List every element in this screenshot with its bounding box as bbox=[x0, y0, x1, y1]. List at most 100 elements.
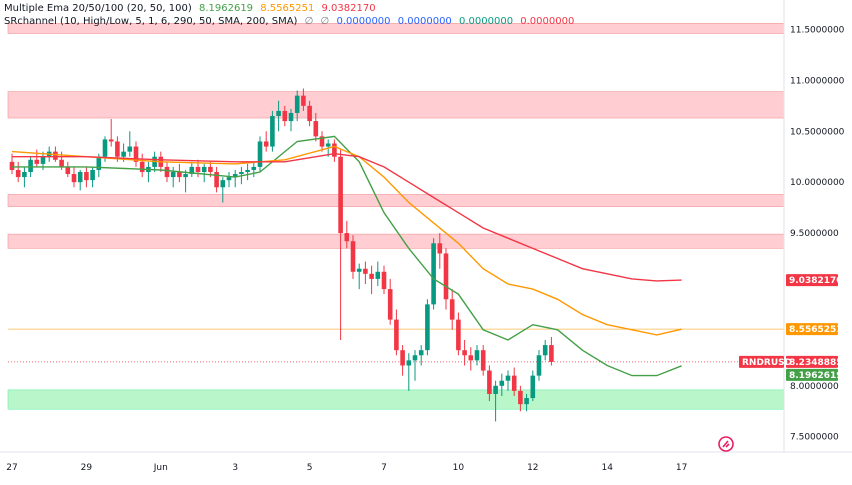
candle-body bbox=[214, 172, 219, 188]
candle-body bbox=[170, 172, 176, 178]
zone-resistance-1 bbox=[7, 91, 785, 119]
x-tick-label: 3 bbox=[232, 463, 238, 473]
y-tick-label: 8.0000000 bbox=[790, 382, 839, 392]
x-tick-label: 12 bbox=[527, 463, 538, 473]
price-tag-label: 9.0382170 bbox=[789, 276, 843, 286]
candle-body bbox=[276, 110, 281, 116]
x-tick-label: 14 bbox=[601, 463, 613, 473]
candle-body bbox=[505, 375, 511, 381]
candle-body bbox=[245, 169, 250, 172]
candle-body bbox=[375, 271, 381, 279]
candle-body bbox=[387, 289, 393, 320]
candle-body bbox=[338, 156, 343, 234]
ema-legend-title: Multiple Ema 20/50/100 (20, 50, 100) bbox=[4, 3, 192, 14]
candle-body bbox=[263, 141, 269, 147]
candle-body bbox=[456, 319, 461, 351]
y-tick-label: 7.5000000 bbox=[790, 433, 839, 443]
y-tick-label: 11.5000000 bbox=[790, 25, 845, 35]
candle-body bbox=[462, 350, 467, 356]
y-tick-label: 9.5000000 bbox=[790, 229, 839, 239]
line-ema-100 bbox=[12, 152, 682, 282]
x-tick-label: Jun bbox=[153, 463, 168, 473]
time-axis[interactable]: 27 29 Jun 3 5 7 10 12 14 17 bbox=[0, 451, 852, 473]
candle-body bbox=[369, 273, 374, 279]
candle-body bbox=[530, 375, 536, 399]
candle-body bbox=[59, 159, 64, 167]
candle-body bbox=[22, 172, 27, 178]
candle-body bbox=[412, 355, 418, 361]
candle-body bbox=[226, 177, 232, 181]
sr-value-2: 0.0000000 bbox=[397, 16, 452, 27]
candle-body bbox=[294, 95, 300, 113]
price-axis[interactable]: 11.5000000 11.0000000 10.5000000 10.0000000… bbox=[783, 0, 845, 452]
candle-body bbox=[332, 143, 337, 157]
candle-body bbox=[282, 110, 288, 122]
x-tick-label: 17 bbox=[676, 463, 687, 473]
candle-body bbox=[53, 151, 58, 160]
tradingview-logo-icon bbox=[718, 436, 734, 452]
srchannel-legend[interactable]: SRchannel (10, High/Low, 5, 1, 6, 290, 5… bbox=[4, 16, 578, 27]
price-tag-label: 8.5565251 bbox=[789, 325, 843, 335]
candle-body bbox=[71, 174, 77, 183]
candle-body bbox=[449, 299, 455, 320]
candle-body bbox=[9, 161, 15, 170]
ema100-value: 9.0382170 bbox=[321, 3, 376, 14]
candle-body bbox=[251, 166, 257, 170]
candle-body bbox=[325, 143, 331, 147]
candle-body bbox=[239, 172, 244, 175]
price-tag-label: 8.2348885 bbox=[789, 358, 843, 368]
candle-body bbox=[127, 146, 133, 152]
candle-body bbox=[418, 350, 424, 356]
x-tick-label: 27 bbox=[6, 463, 17, 473]
candle-body bbox=[542, 345, 548, 356]
candle-body bbox=[350, 241, 356, 272]
candle-body bbox=[77, 172, 83, 183]
sr-symbol-2: ∅ bbox=[320, 16, 330, 27]
candle-body bbox=[549, 345, 554, 362]
candle-body bbox=[84, 172, 89, 181]
candle-body bbox=[400, 350, 405, 366]
zone-resistance-3 bbox=[7, 233, 785, 249]
candle-body bbox=[65, 166, 71, 175]
symbol-tag-label: RNDRUSD bbox=[742, 358, 792, 368]
candle-body bbox=[307, 105, 312, 122]
candle-body bbox=[220, 180, 226, 188]
sr-legend-title: SRchannel (10, High/Low, 5, 1, 6, 290, 5… bbox=[4, 16, 298, 27]
zone-resistance-2 bbox=[7, 194, 785, 207]
candle-body bbox=[28, 159, 33, 172]
candle-body bbox=[270, 116, 275, 147]
ema-legend[interactable]: Multiple Ema 20/50/100 (20, 50, 100) 8.1… bbox=[4, 3, 380, 14]
ema50-value: 8.5565251 bbox=[260, 3, 315, 14]
candle-body bbox=[480, 350, 486, 371]
sr-symbol-1: ∅ bbox=[304, 16, 314, 27]
x-tick-label: 7 bbox=[381, 463, 387, 473]
y-tick-label: 11.0000000 bbox=[790, 76, 845, 86]
sr-value-3: 0.0000000 bbox=[458, 16, 514, 27]
candle-body bbox=[511, 375, 517, 391]
ema20-value: 8.1962619 bbox=[198, 3, 254, 14]
candle-body bbox=[437, 243, 443, 254]
x-tick-label: 29 bbox=[81, 463, 93, 473]
candle-body bbox=[34, 159, 40, 164]
candle-body bbox=[257, 141, 263, 167]
candle-body bbox=[394, 319, 399, 351]
candle-body bbox=[189, 166, 195, 175]
candle-body bbox=[301, 95, 306, 106]
candle-body bbox=[443, 253, 449, 300]
candle-body bbox=[487, 370, 492, 394]
price-tag-2 bbox=[786, 355, 838, 368]
candle-body bbox=[356, 268, 362, 272]
symbol-tag bbox=[739, 355, 784, 368]
line-ema-50 bbox=[11, 145, 682, 336]
candle-body bbox=[363, 268, 368, 274]
candle-body bbox=[313, 121, 319, 137]
price-tag-label: 8.1962619 bbox=[789, 371, 843, 381]
candle-body bbox=[474, 350, 480, 361]
candle-body bbox=[15, 169, 21, 178]
price-tag-1 bbox=[786, 323, 838, 336]
candle-body bbox=[195, 166, 201, 172]
candle-body bbox=[164, 166, 170, 178]
candle-body bbox=[468, 355, 474, 361]
